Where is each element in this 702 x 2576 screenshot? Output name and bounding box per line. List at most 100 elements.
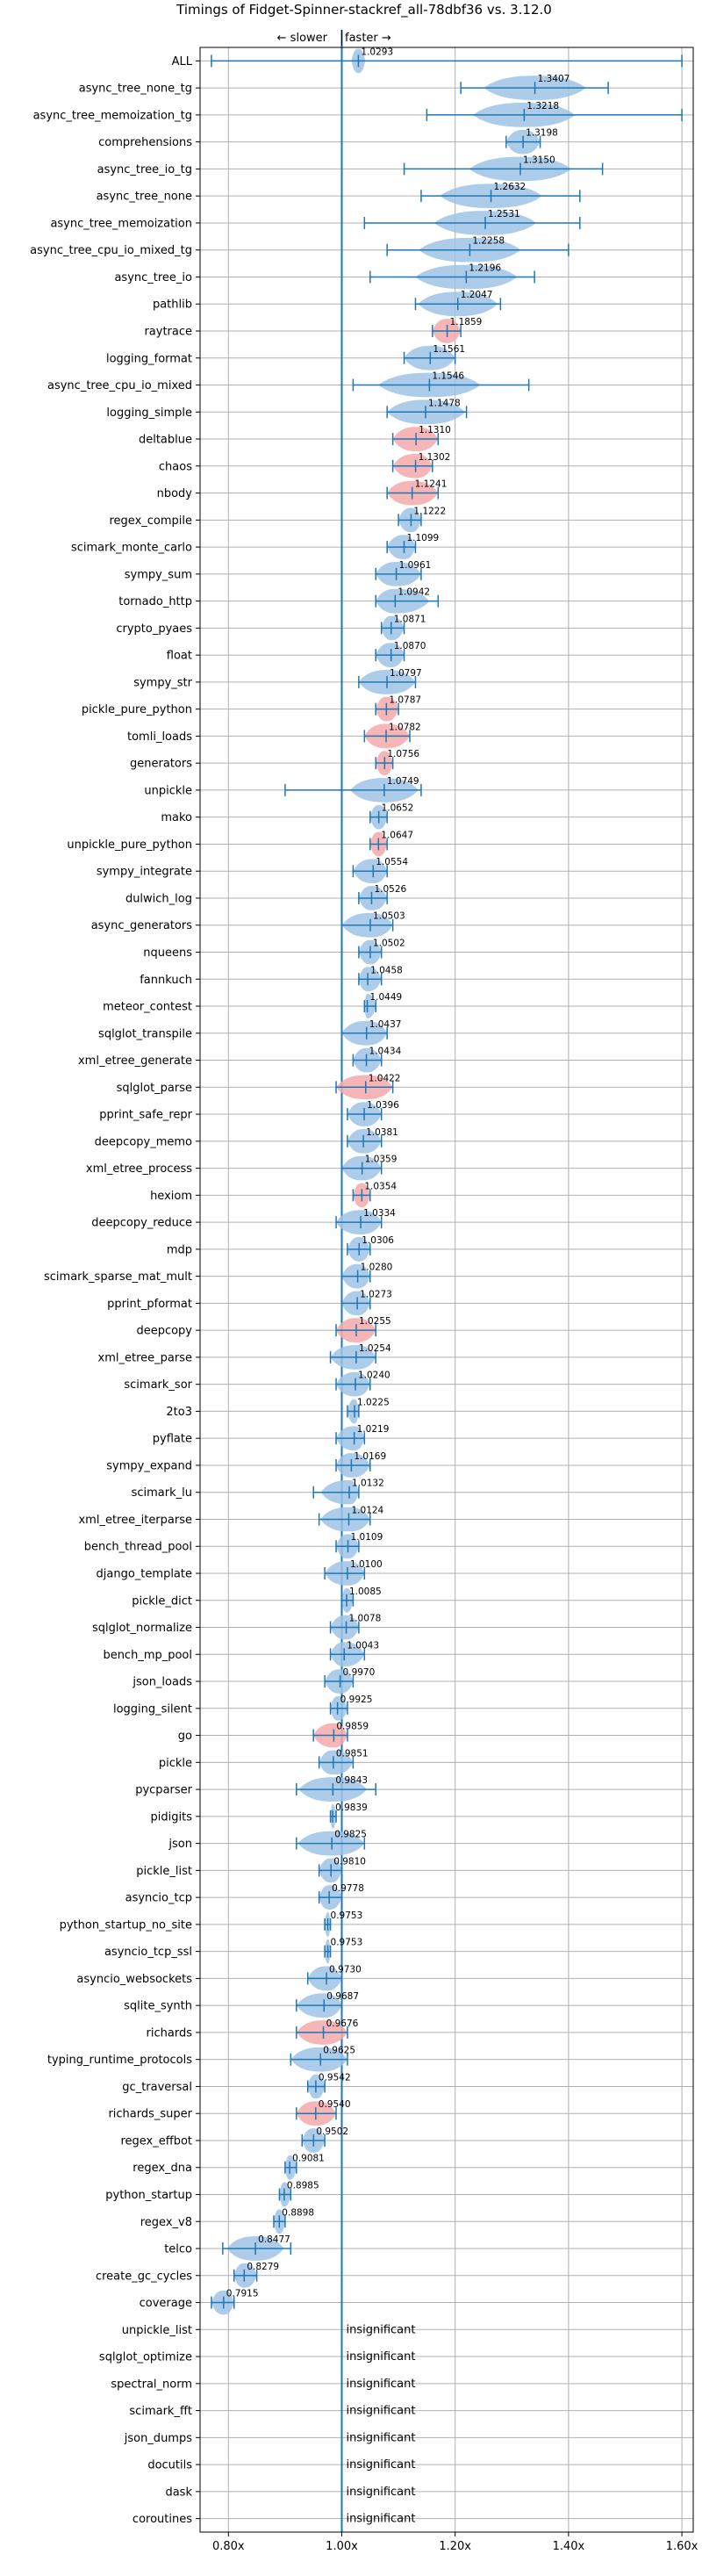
value-label: 1.0870: [394, 641, 426, 651]
value-label: 1.0306: [362, 1235, 394, 1246]
value-label: 1.0422: [369, 1073, 401, 1083]
value-label: 1.0437: [369, 1019, 402, 1030]
benchmark-label: xml_etree_iterparse: [78, 1514, 192, 1527]
value-label: 0.7915: [226, 2289, 259, 2299]
value-label: 0.9625: [323, 2046, 355, 2056]
benchmark-label: spectral_norm: [111, 2378, 192, 2391]
value-label: 0.9859: [336, 1722, 369, 1732]
value-label: 0.8279: [247, 2262, 279, 2272]
benchmark-label: sympy_integrate: [97, 866, 192, 879]
benchmark-label: pickle_pure_python: [82, 703, 192, 716]
insignificant-label: insignificant: [346, 2378, 415, 2391]
value-label: 1.0354: [364, 1181, 397, 1191]
benchmark-label: logging_simple: [106, 407, 192, 420]
benchmark-label: scimark_monte_carlo: [71, 542, 192, 555]
benchmark-label: pathlib: [153, 299, 192, 312]
value-label: 0.9753: [331, 1910, 363, 1921]
benchmark-label: meteor_contest: [103, 1001, 192, 1014]
benchmark-label: xml_etree_generate: [78, 1054, 192, 1068]
benchmark-label: generators: [130, 758, 192, 771]
value-label: 1.0043: [347, 1640, 379, 1651]
value-label: 1.0749: [387, 776, 419, 787]
slower-direction-label: ← slower: [277, 32, 328, 45]
benchmark-label: telco: [164, 2243, 192, 2256]
value-label: 0.9502: [316, 2126, 348, 2137]
value-label: 1.0434: [369, 1047, 402, 1057]
benchmark-label: pickle: [159, 1757, 192, 1770]
benchmark-label: sqlglot_parse: [117, 1082, 192, 1095]
value-label: 1.1546: [432, 371, 464, 382]
benchmark-label: gc_traversal: [122, 2081, 192, 2094]
x-tick-label: 1.20x: [439, 2540, 471, 2553]
value-label: 1.0526: [374, 884, 406, 895]
value-label: 1.3150: [523, 155, 555, 165]
benchmark-label: pprint_pformat: [107, 1298, 192, 1311]
benchmark-label: tomli_loads: [127, 730, 192, 744]
value-label: 1.3218: [526, 101, 559, 112]
value-label: 1.0458: [370, 965, 403, 975]
benchmark-label: async_tree_cpu_io_mixed_tg: [30, 244, 192, 257]
grid-layer: [196, 47, 693, 2536]
benchmark-label: fannkuch: [140, 974, 192, 987]
value-label: 1.0961: [399, 560, 432, 571]
benchmark-label: tornado_http: [118, 595, 192, 608]
benchmark-label: sqlglot_optimize: [99, 2351, 192, 2364]
value-label: 0.9676: [326, 2018, 359, 2029]
value-label: 0.9778: [332, 1883, 364, 1894]
benchmark-label: pycparser: [135, 1784, 192, 1797]
value-label: 1.0109: [351, 1532, 383, 1543]
benchmark-label: xml_etree_process: [86, 1162, 192, 1176]
value-label: 1.3198: [526, 128, 558, 139]
value-label: 0.9753: [331, 1938, 363, 1948]
benchmark-label: 2to3: [166, 1406, 192, 1419]
benchmark-label: unpickle_list: [122, 2324, 192, 2337]
benchmark-label: sqlglot_transpile: [98, 1027, 192, 1040]
benchmark-label: pprint_safe_repr: [99, 1109, 192, 1122]
benchmark-label: richards_super: [108, 2108, 192, 2121]
value-label: 1.3407: [538, 74, 570, 84]
benchmark-label: deepcopy_reduce: [91, 1217, 192, 1230]
benchmark-label: json_dumps: [124, 2432, 192, 2445]
value-label: 1.1099: [406, 533, 439, 543]
benchmark-label: typing_runtime_protocols: [47, 2054, 192, 2067]
benchmark-label: crypto_pyaes: [116, 622, 192, 636]
benchmark-label: pidigits: [151, 1810, 193, 1824]
benchmark-label: python_startup: [105, 2189, 192, 2202]
value-label: 0.9687: [326, 1991, 359, 2002]
benchmark-label: logging_silent: [113, 1702, 192, 1716]
value-label: 1.2632: [494, 182, 526, 192]
benchmark-label: go: [178, 1730, 192, 1743]
benchmark-label: async_tree_memoization_tg: [33, 109, 192, 122]
benchmark-label: ALL: [172, 55, 193, 68]
benchmark-label: raytrace: [144, 325, 192, 338]
value-label: 1.0255: [359, 1316, 391, 1327]
benchmark-label: bench_mp_pool: [103, 1649, 192, 1662]
value-label: 1.0293: [361, 47, 393, 57]
benchmark-label: unpickle_pure_python: [67, 838, 192, 852]
benchmark-label: dulwich_log: [125, 892, 192, 905]
benchmark-label: docutils: [147, 2459, 192, 2472]
benchmark-label: scimark_lu: [132, 1486, 192, 1500]
benchmark-label: pickle_dict: [132, 1594, 192, 1608]
value-label: 1.0100: [350, 1559, 383, 1570]
value-label: 1.0502: [373, 938, 405, 948]
value-label: 1.2531: [488, 209, 520, 219]
value-label: 1.0396: [367, 1100, 399, 1111]
plot-frame: [199, 47, 694, 2533]
benchmark-label: richards: [147, 2026, 193, 2040]
benchmark-label: coroutines: [133, 2513, 192, 2526]
value-label: 0.8985: [287, 2180, 319, 2191]
value-label: 1.2047: [461, 290, 493, 300]
value-label: 0.9081: [292, 2154, 325, 2164]
benchmark-label: create_gc_cycles: [96, 2270, 192, 2283]
benchmark-label: asyncio_websockets: [76, 1973, 192, 1986]
value-label: 0.9810: [333, 1856, 366, 1867]
benchmark-label: deltablue: [139, 434, 192, 447]
insignificant-label: insignificant: [346, 2431, 415, 2444]
value-label: 1.0652: [382, 803, 414, 814]
value-label: 1.0240: [358, 1371, 390, 1381]
insignificant-label: insignificant: [346, 2458, 415, 2472]
benchmark-label: unpickle: [144, 784, 192, 797]
value-label: 0.9925: [340, 1695, 373, 1705]
